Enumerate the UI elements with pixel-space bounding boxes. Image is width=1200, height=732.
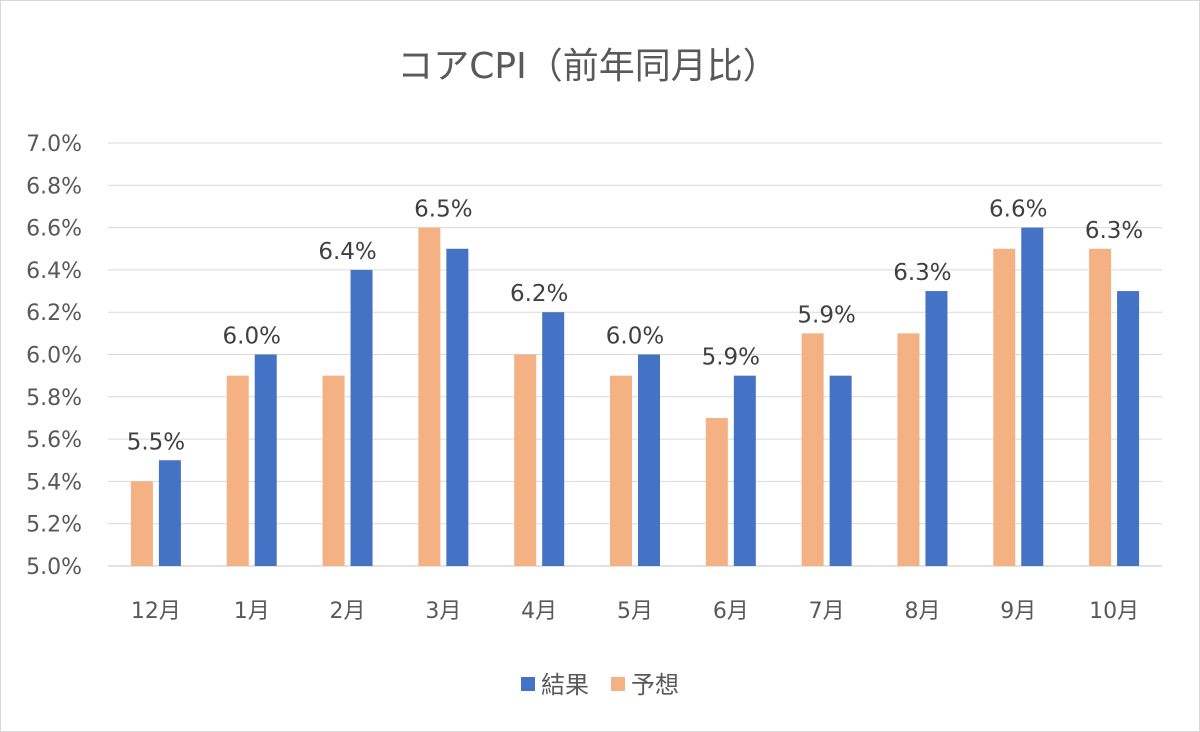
y-axis-ticks: 5.0% 5.2% 5.4% 5.6% 5.8% 6.0% 6.2% 6.4% 6.6% 6.8%…: [26, 132, 82, 580]
bar-actual: [925, 291, 948, 566]
x-category-label: 8月: [904, 599, 940, 624]
legend-label: 予想: [631, 671, 679, 699]
x-category-label: 7月: [809, 599, 845, 624]
y-tick-label: 6.6%: [26, 217, 82, 242]
x-category-label: 1月: [234, 599, 270, 624]
y-tick-label: 5.6%: [26, 428, 82, 453]
bar-forecast: [418, 227, 441, 566]
data-label-actual: 6.0%: [606, 324, 664, 350]
legend: 結果 予想: [521, 671, 679, 699]
y-tick-label: 6.4%: [26, 259, 82, 284]
y-tick-label: 6.8%: [26, 174, 82, 199]
bar-forecast: [130, 481, 153, 566]
bar-forecast: [993, 248, 1016, 566]
bar-forecast: [226, 375, 249, 566]
data-label-actual: 5.9%: [797, 302, 855, 328]
data-label-actual: 5.5%: [127, 429, 185, 455]
x-axis-categories: 12月 1月 2月 3月 4月 5月 6月 7月 8月 9月 10月: [131, 599, 1139, 624]
bar-forecast: [610, 375, 632, 566]
data-label-actual: 5.9%: [702, 345, 760, 371]
bar-actual: [254, 354, 277, 566]
bar-actual: [1021, 227, 1044, 566]
x-category-label: 2月: [330, 599, 366, 624]
x-category-label: 3月: [425, 599, 461, 624]
bar-forecast: [1089, 248, 1112, 566]
data-labels: 5.5% 6.0% 6.4% 6.5% 6.2% 6.0% 5.9% 5.9% 6.3% 6.6%…: [127, 197, 1144, 456]
bar-forecast: [514, 354, 537, 566]
bars: [130, 227, 1140, 566]
bar-actual: [1117, 291, 1140, 566]
data-label-actual: 6.3%: [1085, 218, 1143, 244]
legend-swatch: [611, 677, 625, 691]
bar-forecast: [705, 417, 728, 566]
x-category-label: 4月: [521, 599, 557, 624]
data-label-actual: 6.4%: [318, 239, 376, 265]
bar-actual: [350, 269, 373, 566]
bar-forecast: [801, 333, 824, 566]
data-label-actual: 6.5%: [414, 197, 472, 223]
x-category-label: 9月: [1000, 599, 1036, 624]
y-tick-label: 5.4%: [26, 470, 82, 495]
bar-actual: [638, 354, 660, 566]
bar-actual: [829, 375, 852, 566]
y-tick-label: 5.8%: [26, 386, 82, 411]
bar-actual: [446, 248, 469, 566]
legend-swatch: [521, 677, 535, 691]
y-tick-label: 5.2%: [26, 513, 82, 538]
legend-label: 結果: [541, 671, 589, 699]
data-label-actual: 6.6%: [989, 197, 1047, 223]
y-tick-label: 5.0%: [26, 555, 82, 580]
bar-actual: [733, 375, 756, 566]
bar-actual: [158, 460, 181, 566]
data-label-actual: 6.0%: [223, 324, 281, 350]
data-label-actual: 6.2%: [510, 281, 568, 307]
bar-forecast: [897, 333, 920, 566]
bar-forecast: [322, 375, 345, 566]
bar-actual: [542, 312, 565, 566]
data-label-actual: 6.3%: [893, 260, 951, 286]
x-category-label: 10月: [1089, 599, 1139, 624]
chart-title: コアCPI（前年同月比）: [397, 46, 778, 87]
x-category-label: 5月: [617, 599, 653, 624]
gridlines: [108, 142, 1162, 567]
x-category-label: 12月: [131, 599, 181, 624]
y-tick-label: 7.0%: [26, 132, 82, 157]
y-tick-label: 6.2%: [26, 301, 82, 326]
x-category-label: 6月: [713, 599, 749, 624]
y-tick-label: 6.0%: [26, 344, 82, 369]
